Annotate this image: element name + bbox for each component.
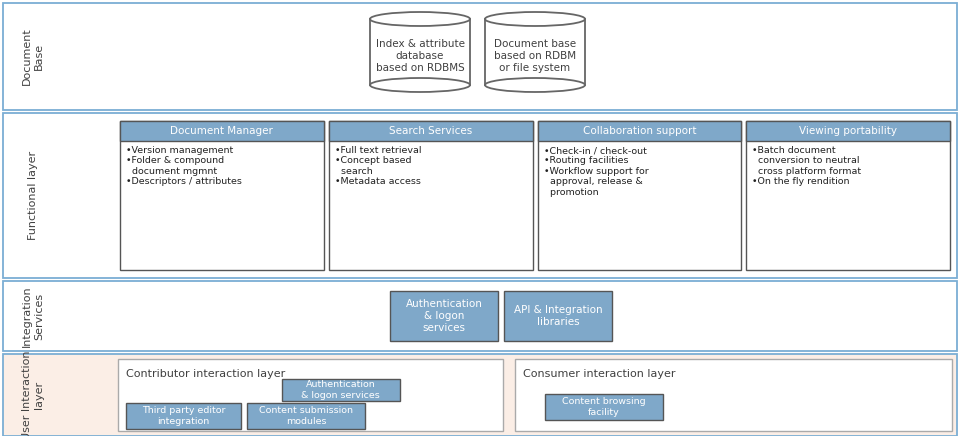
Text: Viewing portability: Viewing portability — [799, 126, 898, 136]
Bar — [746, 121, 950, 270]
Bar — [390, 291, 498, 341]
Bar — [538, 121, 741, 270]
Ellipse shape — [370, 12, 470, 26]
Text: •Check-in / check-out
•Routing facilities
•Workflow support for
  approval, rele: •Check-in / check-out •Routing facilitie… — [543, 146, 648, 197]
Bar — [538, 121, 741, 141]
Bar — [3, 3, 957, 110]
Bar — [126, 403, 241, 429]
Ellipse shape — [485, 12, 585, 26]
Text: Document base
based on RDBM
or file system: Document base based on RDBM or file syst… — [494, 39, 576, 73]
Bar — [370, 19, 470, 85]
Bar — [118, 359, 503, 431]
Bar — [515, 359, 952, 431]
Text: User Interaction
layer: User Interaction layer — [22, 350, 44, 436]
Bar — [328, 121, 533, 141]
Text: •Batch document
  conversion to neutral
  cross platform format
•On the fly rend: •Batch document conversion to neutral cr… — [753, 146, 861, 186]
Bar — [247, 403, 365, 429]
Bar — [120, 121, 324, 270]
Text: Third party editor
integration: Third party editor integration — [142, 406, 226, 426]
Text: Authentication
& logon services: Authentication & logon services — [301, 380, 380, 400]
Ellipse shape — [370, 78, 470, 92]
Text: Search Services: Search Services — [389, 126, 472, 136]
Text: Contributor interaction layer: Contributor interaction layer — [126, 369, 285, 379]
Text: Content browsing
facility: Content browsing facility — [563, 397, 646, 417]
Text: API & Integration
libraries: API & Integration libraries — [514, 305, 602, 327]
Bar — [281, 379, 399, 401]
Text: •Version management
•Folder & compound
  document mgmnt
•Descriptors / attribute: •Version management •Folder & compound d… — [126, 146, 242, 186]
Bar — [3, 113, 957, 278]
Bar — [504, 291, 612, 341]
Bar — [328, 121, 533, 270]
Text: Document Manager: Document Manager — [171, 126, 274, 136]
Text: Index & attribute
database
based on RDBMS: Index & attribute database based on RDBM… — [375, 39, 465, 73]
Text: Content submission
modules: Content submission modules — [259, 406, 353, 426]
Text: Consumer interaction layer: Consumer interaction layer — [523, 369, 676, 379]
Ellipse shape — [485, 78, 585, 92]
Text: Functional layer: Functional layer — [28, 151, 38, 240]
Text: Authentication
& logon
services: Authentication & logon services — [405, 300, 483, 333]
Bar — [746, 121, 950, 141]
Bar — [3, 354, 957, 436]
Bar — [3, 281, 957, 351]
Bar — [485, 19, 585, 85]
Text: Collaboration support: Collaboration support — [583, 126, 696, 136]
Bar — [120, 121, 324, 141]
Text: Integration
Services: Integration Services — [22, 285, 44, 347]
Text: Document
Base: Document Base — [22, 27, 44, 85]
Text: •Full text retrieval
•Concept based
  search
•Metadata access: •Full text retrieval •Concept based sear… — [335, 146, 421, 186]
Bar — [545, 394, 663, 420]
